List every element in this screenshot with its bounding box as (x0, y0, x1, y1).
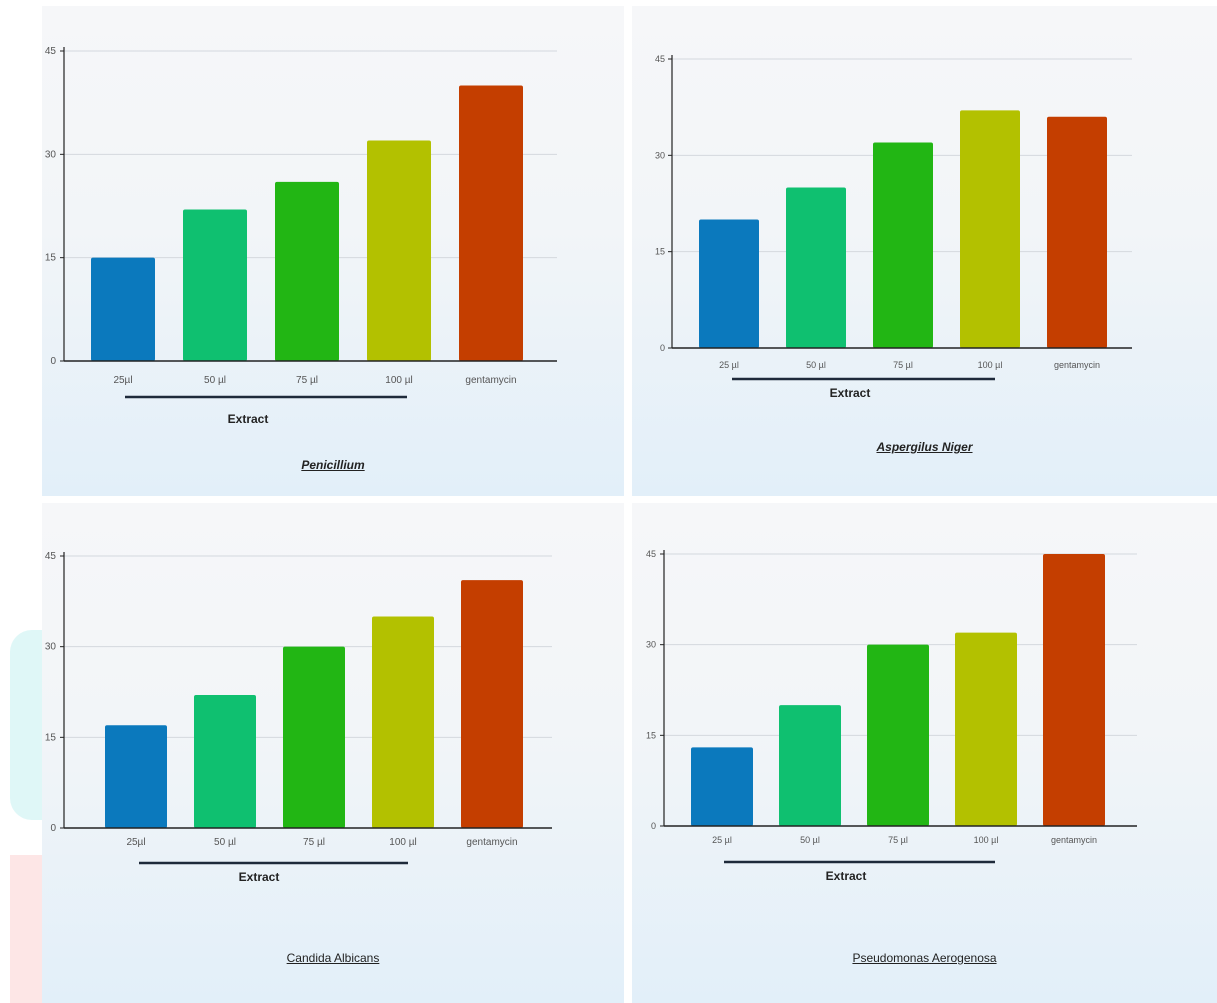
x-tick-label: 75 µl (888, 835, 908, 845)
chart-panel-pseudomonas-aerogenosa: 0 15 30 45 25 µl 50 µl 75 µl 100 µl gentamycin Ex… (632, 503, 1217, 1003)
x-tick-label: 25 µl (719, 360, 739, 370)
chart-svg: 0 15 30 45 25 µl 50 µl 75 µl 100 µl gentamycin Ex… (655, 54, 1132, 400)
x-tick-label: 100 µl (978, 360, 1003, 370)
x-tick-label: gentamycin (1054, 360, 1100, 370)
y-tick-label: 0 (651, 821, 656, 831)
chart-panel-aspergilus-niger: 0 15 30 45 25 µl 50 µl 75 µl 100 µl gentamycin Ex… (632, 6, 1217, 496)
bar (275, 181, 339, 361)
bar (1047, 116, 1107, 348)
x-tick-label: 50 µl (806, 360, 826, 370)
bar (955, 632, 1017, 826)
x-tick-label: 25µl (113, 375, 132, 386)
bar (367, 140, 431, 361)
chart-title: Pseudomonas Aerogenosa (852, 951, 997, 965)
x-tick-label: 75 µl (296, 375, 318, 386)
chart-title: Candida Albicans (286, 951, 380, 965)
x-tick-label: 50 µl (204, 375, 226, 386)
y-tick-label: 30 (45, 642, 57, 653)
y-tick-label: 30 (45, 149, 57, 160)
x-tick-label: 100 µl (385, 375, 412, 386)
x-tick-label: 75 µl (303, 837, 325, 848)
x-tick-label: gentamycin (466, 837, 517, 848)
chart-svg: 0 15 30 45 25µl 50 µl 75 µl 100 µl gentamycin Ext… (45, 46, 557, 426)
bar (183, 209, 247, 361)
chart-svg: 0 15 30 45 25µl 50 µl 75 µl 100 µl gentamycin Ext… (45, 551, 552, 884)
x-tick-label: 50 µl (214, 837, 236, 848)
y-tick-label: 15 (45, 253, 57, 264)
bar (699, 219, 759, 348)
y-tick-label: 15 (646, 730, 656, 740)
y-tick-label: 45 (646, 549, 656, 559)
x-tick-label: 25µl (126, 837, 145, 848)
x-tick-label: 100 µl (389, 837, 416, 848)
x-tick-label: gentamycin (465, 375, 516, 386)
y-tick-label: 45 (45, 46, 57, 57)
bar (283, 646, 345, 828)
extract-group-label: Extract (228, 412, 269, 426)
extract-group-label: Extract (830, 386, 871, 400)
bar (105, 725, 167, 828)
extract-group-label: Extract (826, 869, 867, 883)
decorative-pink-strip (10, 855, 48, 1003)
bar (960, 110, 1020, 348)
bar (372, 616, 434, 828)
bar (194, 695, 256, 828)
chart-svg: 0 15 30 45 25 µl 50 µl 75 µl 100 µl gentamycin Ex… (646, 549, 1137, 883)
y-tick-label: 0 (660, 343, 665, 353)
bar (459, 85, 523, 361)
extract-group-label: Extract (239, 870, 280, 884)
y-tick-label: 15 (655, 247, 665, 257)
bar (867, 644, 929, 826)
bar (786, 187, 846, 348)
y-tick-label: 30 (655, 150, 665, 160)
y-tick-label: 15 (45, 732, 57, 743)
bar (691, 747, 753, 826)
bar (873, 142, 933, 348)
chart-title: Penicillium (301, 458, 365, 472)
y-tick-label: 0 (50, 356, 56, 367)
chart-title: Aspergilus Niger (876, 440, 973, 454)
x-tick-label: 50 µl (800, 835, 820, 845)
bar (1043, 554, 1105, 826)
bar (461, 580, 523, 828)
y-tick-label: 0 (50, 823, 56, 834)
chart-panel-penicillium: 0 15 30 45 25µl 50 µl 75 µl 100 µl gentamycin Ext… (42, 6, 624, 496)
x-tick-label: 25 µl (712, 835, 732, 845)
bar (91, 257, 155, 361)
decorative-cyan-strip (10, 630, 48, 820)
x-tick-label: 100 µl (974, 835, 999, 845)
bar (779, 705, 841, 826)
x-tick-label: gentamycin (1051, 835, 1097, 845)
y-tick-label: 45 (655, 54, 665, 64)
y-tick-label: 30 (646, 640, 656, 650)
y-tick-label: 45 (45, 551, 57, 562)
chart-panel-candida-albicans: 0 15 30 45 25µl 50 µl 75 µl 100 µl gentamycin Ext… (42, 503, 624, 1003)
x-tick-label: 75 µl (893, 360, 913, 370)
